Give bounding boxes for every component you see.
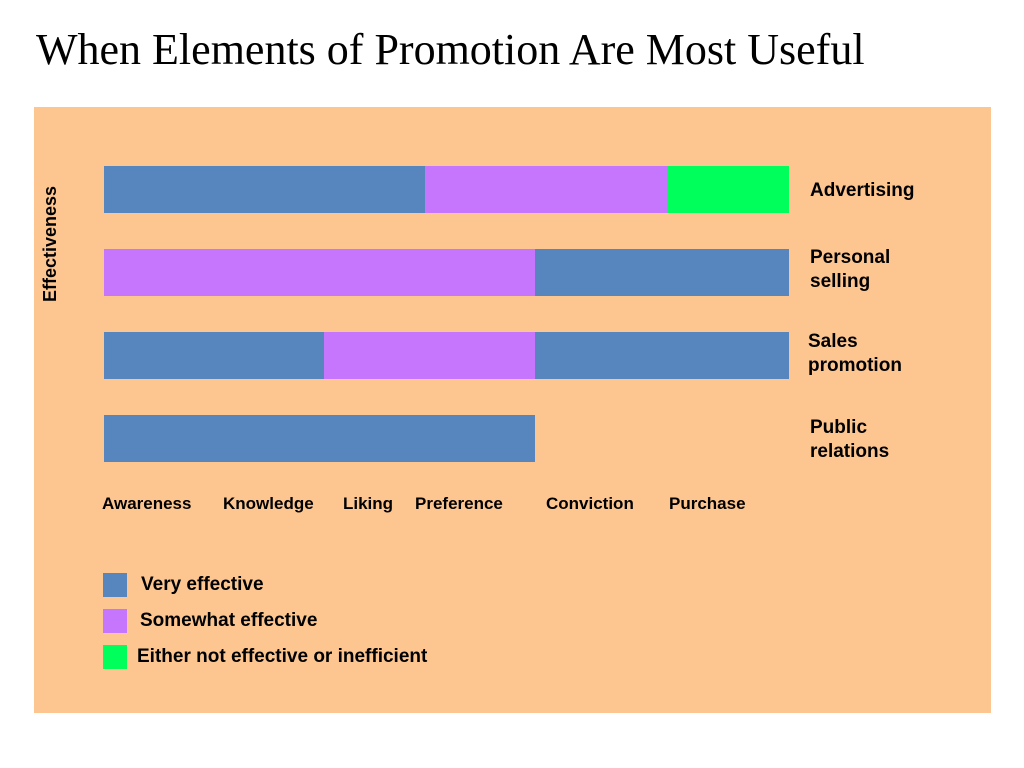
- legend-swatch-very-effective: [103, 573, 127, 597]
- legend-label-somewhat-effective: Somewhat effective: [140, 610, 318, 631]
- bar-segment-advertising-2: [668, 166, 789, 213]
- bar-segment-public-relations-0: [104, 415, 535, 462]
- y-axis-label: Effectiveness: [40, 185, 60, 303]
- stage-label-liking: Liking: [343, 494, 394, 513]
- bar-segment-sales-promotion-0: [104, 332, 324, 379]
- bar-segment-advertising-1: [425, 166, 668, 213]
- stage-label-purchase: Purchase: [669, 494, 746, 513]
- bar-segment-sales-promotion-2: [535, 332, 789, 379]
- bar-segment-advertising-0: [104, 166, 425, 213]
- legend-swatch-somewhat-effective: [103, 609, 127, 633]
- row-label-advertising: Advertising: [810, 180, 915, 201]
- row-label-public-relations: Public relations: [810, 417, 890, 462]
- row-label-personal-selling: Personal selling: [810, 247, 891, 292]
- row-label-sales-promotion: Sales promotion: [808, 331, 902, 376]
- legend-swatch-not-effective: [103, 645, 127, 669]
- legend-label-very-effective: Very effective: [141, 574, 264, 595]
- bar-segment-sales-promotion-1: [324, 332, 535, 379]
- legend-item-very-effective: Very effective: [103, 573, 264, 597]
- legend-label-not-effective: Either not effective or inefficient: [137, 646, 428, 667]
- stage-label-awareness: Awareness: [102, 494, 192, 513]
- legend-item-somewhat-effective: Somewhat effective: [103, 609, 317, 633]
- bar-segment-personal-selling-0: [104, 249, 535, 296]
- stage-label-conviction: Conviction: [546, 494, 634, 513]
- slide-title: When Elements of Promotion Are Most Usef…: [36, 25, 865, 74]
- legend-item-not-effective: Either not effective or inefficient: [103, 645, 427, 669]
- y-axis-label-wrap: Effectiveness: [40, 174, 61, 314]
- stage-label-knowledge: Knowledge: [223, 494, 314, 513]
- bar-segment-personal-selling-1: [535, 249, 789, 296]
- stage-label-preference: Preference: [415, 494, 503, 513]
